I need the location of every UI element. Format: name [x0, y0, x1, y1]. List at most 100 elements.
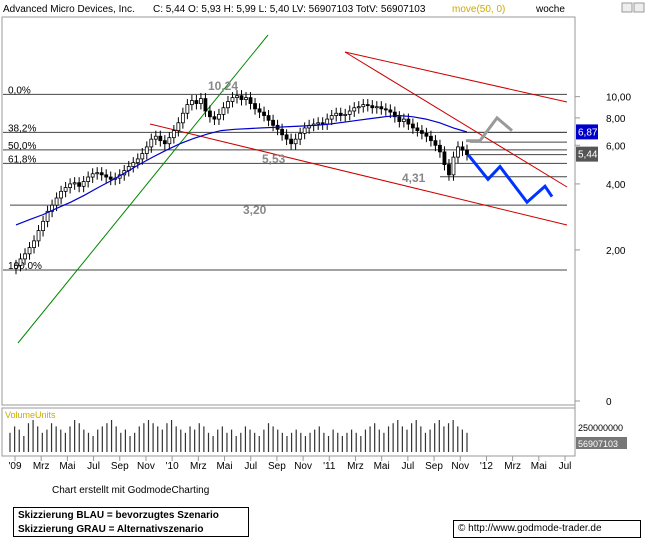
volume-bar	[175, 426, 177, 452]
volume-bar	[309, 432, 311, 452]
price-badges: 6,87 5,44	[576, 124, 598, 162]
candle-body	[388, 109, 393, 113]
candle-body	[108, 176, 113, 180]
x-tick-label: '12	[480, 461, 493, 472]
candle-body	[235, 95, 239, 99]
volume-bar	[50, 423, 53, 452]
volume-bar	[392, 423, 394, 452]
copyright-link[interactable]: © http://www.godmode-trader.de	[453, 520, 641, 538]
volume-bar	[194, 429, 196, 452]
candle-body	[383, 108, 388, 111]
volume-bar	[290, 432, 293, 452]
volume-bar	[92, 436, 94, 452]
x-tick-label: Mrz	[504, 461, 521, 472]
candle-body	[253, 103, 257, 110]
volume-bar	[74, 420, 76, 452]
volume-bar	[360, 436, 362, 452]
candle-body	[442, 151, 447, 165]
candle-body	[374, 106, 379, 109]
volume-bar	[355, 432, 357, 452]
x-tick-label: Mrz	[33, 461, 50, 472]
volume-bar	[184, 432, 187, 452]
fib-label: 61,8%	[8, 154, 36, 165]
candle-body	[239, 95, 244, 100]
candle-body	[401, 118, 406, 122]
volume-bar	[143, 423, 145, 452]
volume-bar	[83, 429, 85, 452]
channel-bottom-line	[149, 123, 568, 226]
x-tick-label: Mai	[216, 461, 232, 472]
volume-bar	[14, 426, 16, 452]
volume-bar	[170, 420, 173, 452]
volume-bar	[443, 426, 445, 452]
trend-lines	[17, 34, 568, 344]
volume-bar	[235, 436, 237, 452]
volume-bar	[240, 432, 242, 452]
candle-body	[86, 176, 91, 182]
y-axis-ticks: 10,00 8,00 6,00 4,00 2,00 0	[575, 93, 631, 408]
volume-bar	[226, 432, 228, 452]
moving-average	[15, 114, 468, 226]
candle-body	[379, 106, 384, 110]
volume-bar	[397, 420, 399, 452]
period-label: woche	[535, 4, 565, 15]
x-tick-label: Mrz	[190, 461, 207, 472]
candle-body	[131, 162, 136, 167]
candle-body	[208, 110, 212, 118]
volume-bar	[369, 426, 371, 452]
x-tick-label: Jul	[87, 461, 100, 472]
ma-50-line	[15, 114, 468, 226]
candle-body	[77, 182, 82, 187]
x-tick-label: Jul	[559, 461, 572, 472]
candle-body	[23, 253, 27, 260]
volume-bar	[383, 432, 385, 452]
volume-bar	[152, 423, 154, 452]
volume-bar	[277, 429, 279, 452]
candle-body	[424, 132, 429, 137]
candle-body	[456, 146, 460, 158]
candle-body	[433, 140, 438, 146]
volume-bar	[101, 426, 103, 452]
candle-body	[352, 107, 357, 112]
volume-bar	[364, 429, 367, 452]
candle-body	[298, 132, 303, 140]
volume-bar	[411, 423, 413, 452]
candle-body	[140, 153, 145, 160]
candle-body	[244, 97, 248, 100]
fib-label: 50,0%	[8, 141, 36, 152]
volume-bar	[341, 436, 343, 452]
volume-bar	[32, 420, 34, 452]
volume-bar	[401, 426, 403, 452]
volume-last-badge	[576, 437, 627, 449]
volume-bar	[46, 429, 48, 452]
candle-body	[361, 104, 366, 108]
candle-body	[162, 140, 167, 145]
volume-bar	[129, 436, 131, 452]
window-controls[interactable]	[621, 2, 645, 13]
volume-bar	[120, 432, 122, 452]
candle-body	[95, 172, 100, 175]
volume-bar	[295, 429, 297, 452]
price-annotation: 5,53	[262, 152, 286, 166]
candle-body	[447, 164, 451, 176]
candle-body	[59, 190, 63, 199]
candle-body	[194, 100, 199, 104]
volume-bar	[420, 426, 422, 452]
volume-bar	[452, 420, 454, 452]
candle-body	[36, 230, 41, 242]
candle-body	[221, 107, 226, 115]
x-tick-label: '09	[8, 461, 21, 472]
candle-body	[248, 97, 253, 104]
x-tick-label: '10	[166, 461, 179, 472]
candle-body	[419, 130, 424, 134]
candle-body	[365, 104, 370, 107]
volume-bar	[27, 423, 30, 452]
volume-bar	[272, 426, 274, 452]
candle-body	[54, 197, 59, 206]
candle-body	[392, 111, 397, 118]
volume-bar	[337, 432, 339, 452]
candle-body	[271, 119, 275, 126]
volume-bar	[60, 429, 62, 452]
volume-bar	[9, 432, 11, 452]
candle-body	[199, 98, 203, 104]
